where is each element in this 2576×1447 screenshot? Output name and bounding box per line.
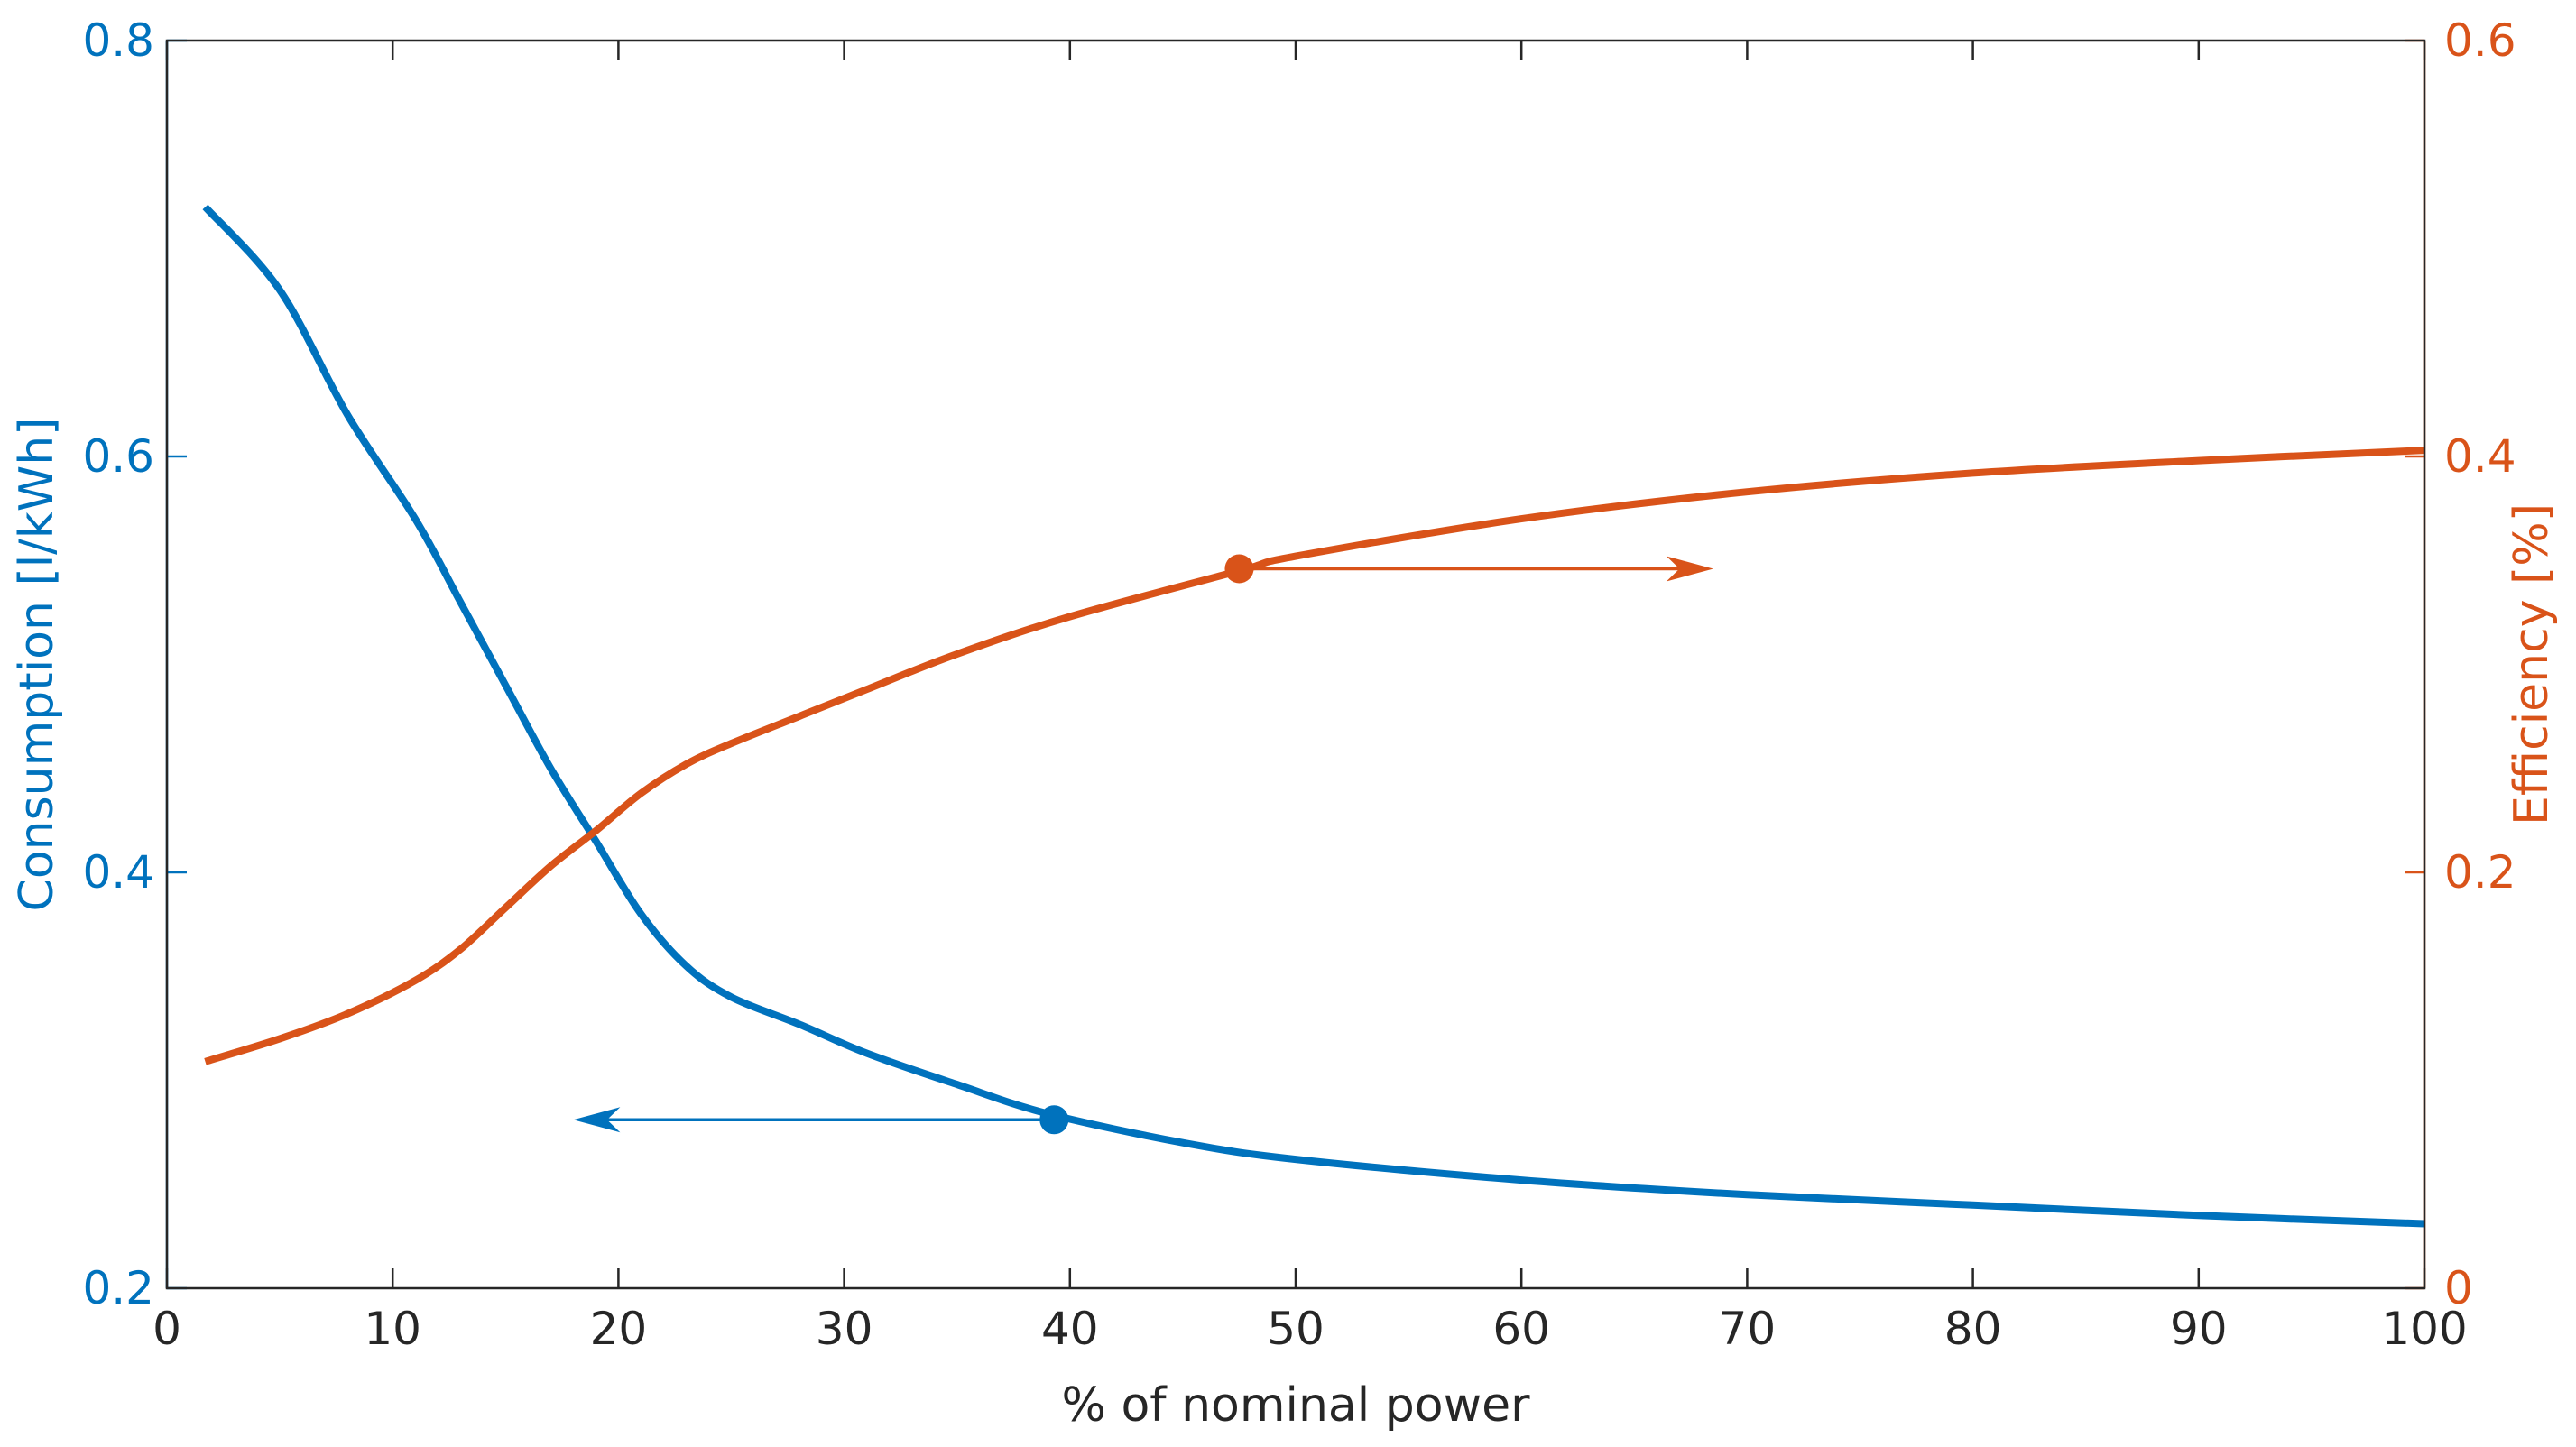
left-y-ticks: 0.2 0.4 0.6 0.8 <box>82 14 187 1314</box>
x-axis-label: % of nominal power <box>1062 1378 1531 1433</box>
consumption-marker <box>1039 1105 1069 1135</box>
x-tick-label: 80 <box>1944 1303 2002 1355</box>
x-tick-label: 60 <box>1492 1303 1550 1355</box>
x-tick-label: 20 <box>590 1303 648 1355</box>
x-tick-label: 30 <box>816 1303 873 1355</box>
right-y-tick-label: 0.2 <box>2444 846 2516 899</box>
plot-area-frame <box>165 39 2426 1290</box>
right-y-tick-label: 0.4 <box>2444 430 2516 483</box>
series-layer <box>202 204 2425 1228</box>
x-tick-label: 40 <box>1041 1303 1099 1355</box>
x-tick-label: 90 <box>2170 1303 2228 1355</box>
efficiency-marker <box>1224 554 1254 584</box>
left-y-tick-label: 0.8 <box>82 14 154 67</box>
left-y-tick-label: 0.6 <box>82 430 154 483</box>
efficiency-axis-arrow-head <box>1666 556 1713 582</box>
left-y-tick-label: 0.4 <box>82 846 154 899</box>
x-tick-label: 70 <box>1719 1303 1777 1355</box>
right-y-ticks: 0 0.2 0.4 0.6 <box>2405 14 2516 1314</box>
x-tick-label: 50 <box>1267 1303 1325 1355</box>
right-y-tick-label: 0.6 <box>2444 14 2516 67</box>
x-tick-label: 0 <box>152 1303 181 1355</box>
consumption-line <box>202 204 2425 1228</box>
right-y-tick-label: 0 <box>2444 1262 2473 1314</box>
consumption-axis-arrow-head <box>573 1107 621 1133</box>
x-tick-label: 10 <box>364 1303 421 1355</box>
efficiency-line <box>204 447 2425 1065</box>
x-ticks: 0 10 20 30 40 50 60 70 80 90 100 <box>152 41 2468 1355</box>
left-y-axis-label: Consumption [l/kWh] <box>10 418 64 912</box>
left-y-tick-label: 0.2 <box>82 1262 154 1314</box>
right-y-axis-label: Efficiency [%] <box>2505 503 2559 825</box>
x-tick-label: 100 <box>2381 1303 2467 1355</box>
